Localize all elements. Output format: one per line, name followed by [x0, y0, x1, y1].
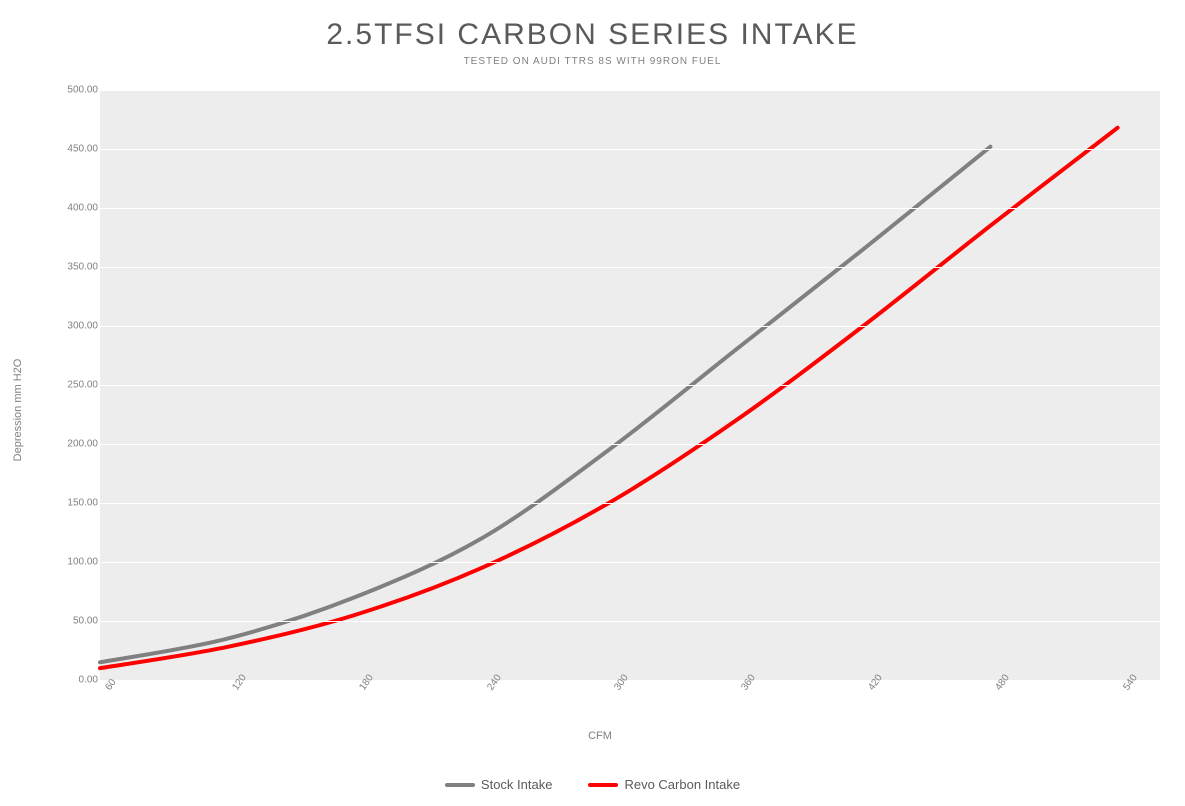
- y-tick-label: 250.00: [67, 380, 98, 391]
- y-tick-label: 50.00: [73, 616, 98, 627]
- legend-label: Stock Intake: [481, 777, 553, 792]
- legend-label: Revo Carbon Intake: [624, 777, 740, 792]
- gridline-h: [100, 562, 1160, 563]
- chart: Depression mm H2O CFM 0.0050.00100.00150…: [30, 80, 1170, 740]
- x-axis-label: CFM: [588, 730, 612, 742]
- chart-title: 2.5TFSI CARBON SERIES INTAKE: [0, 18, 1185, 52]
- legend: Stock Intake Revo Carbon Intake: [0, 775, 1185, 793]
- chart-subtitle: TESTED ON AUDI TTRS 8S WITH 99RON FUEL: [0, 56, 1185, 67]
- legend-item: Revo Carbon Intake: [588, 777, 740, 792]
- gridline-h: [100, 385, 1160, 386]
- y-tick-label: 500.00: [67, 85, 98, 96]
- gridline-h: [100, 503, 1160, 504]
- y-axis-label: Depression mm H2O: [12, 359, 24, 462]
- title-block: 2.5TFSI CARBON SERIES INTAKE TESTED ON A…: [0, 0, 1185, 67]
- y-tick-label: 100.00: [67, 557, 98, 568]
- y-tick-label: 300.00: [67, 321, 98, 332]
- y-tick-label: 0.00: [79, 675, 98, 686]
- legend-swatch: [445, 783, 475, 787]
- plot-area: [100, 90, 1160, 680]
- legend-swatch: [588, 783, 618, 787]
- gridline-h: [100, 208, 1160, 209]
- gridline-h: [100, 326, 1160, 327]
- series-line: [100, 147, 990, 663]
- y-tick-label: 400.00: [67, 203, 98, 214]
- legend-item: Stock Intake: [445, 777, 553, 792]
- gridline-h: [100, 267, 1160, 268]
- y-tick-label: 350.00: [67, 262, 98, 273]
- gridline-h: [100, 149, 1160, 150]
- y-tick-label: 450.00: [67, 144, 98, 155]
- gridline-h: [100, 621, 1160, 622]
- y-tick-label: 150.00: [67, 498, 98, 509]
- gridline-h: [100, 444, 1160, 445]
- y-tick-label: 200.00: [67, 439, 98, 450]
- gridline-h: [100, 90, 1160, 91]
